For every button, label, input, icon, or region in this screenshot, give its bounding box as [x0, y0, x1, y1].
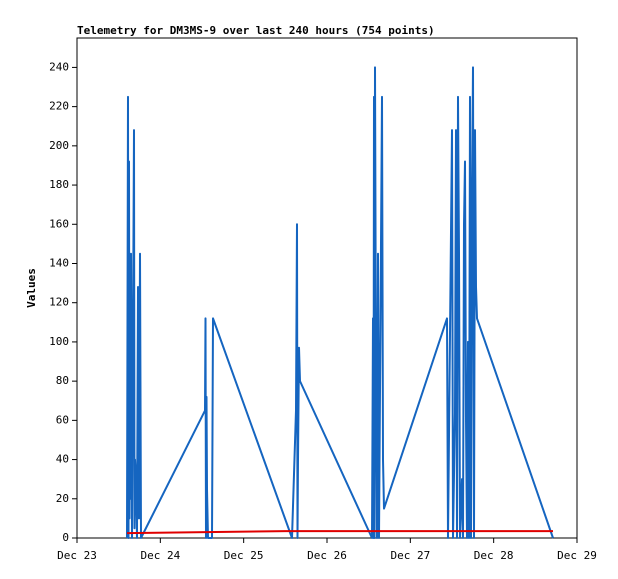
x-tick-label: Dec 24	[140, 549, 180, 562]
y-tick-label: 0	[62, 531, 69, 544]
x-tick-label: Dec 29	[557, 549, 597, 562]
y-tick-label: 220	[49, 100, 69, 113]
y-tick-label: 40	[56, 453, 69, 466]
y-tick-label: 80	[56, 374, 69, 387]
chart-title: Telemetry for DM3MS-9 over last 240 hour…	[77, 24, 435, 37]
x-tick-label: Dec 25	[224, 549, 264, 562]
x-tick-label: Dec 28	[474, 549, 514, 562]
y-tick-label: 20	[56, 492, 69, 505]
y-tick-label: 100	[49, 335, 69, 348]
series-line	[126, 530, 553, 535]
y-tick-label: 180	[49, 178, 69, 191]
y-axis-label: Values	[25, 268, 38, 308]
x-tick-label: Dec 23	[57, 549, 97, 562]
y-tick-label: 120	[49, 296, 69, 309]
x-tick-label: Dec 26	[307, 549, 347, 562]
y-tick-label: 140	[49, 256, 69, 269]
y-tick-label: 160	[49, 217, 69, 230]
series-line	[126, 66, 554, 539]
y-tick-label: 200	[49, 139, 69, 152]
x-tick-label: Dec 27	[390, 549, 430, 562]
y-tick-label: 240	[49, 60, 69, 73]
y-tick-label: 60	[56, 413, 69, 426]
